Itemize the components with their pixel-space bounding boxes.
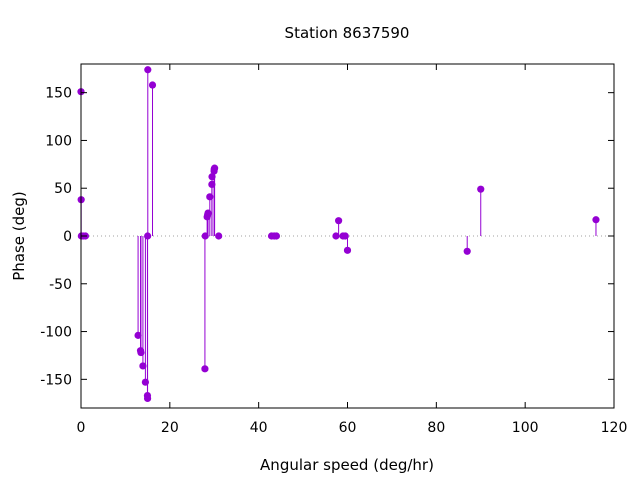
data-point — [208, 180, 216, 188]
data-point — [341, 232, 349, 240]
y-tick-label: 50 — [54, 181, 72, 197]
x-tick-label: 60 — [339, 420, 357, 436]
data-point — [208, 173, 216, 181]
data-point — [211, 164, 219, 172]
y-tick-label: 100 — [45, 133, 72, 149]
dots-group — [77, 66, 600, 403]
x-tick-label: 40 — [250, 420, 268, 436]
data-point — [477, 185, 485, 193]
x-axis-label: Angular speed (deg/hr) — [260, 456, 434, 474]
data-point — [148, 81, 157, 89]
y-tick-label: -150 — [40, 372, 72, 388]
data-point — [134, 331, 142, 339]
data-point — [143, 394, 152, 403]
y-tick-label: 150 — [45, 86, 72, 102]
data-point — [201, 232, 209, 240]
data-point — [463, 247, 471, 255]
chart-title: Station 8637590 — [285, 24, 410, 42]
x-tick-label: 20 — [161, 420, 179, 436]
data-point — [201, 365, 209, 373]
data-point — [272, 232, 281, 240]
data-point — [592, 216, 600, 224]
x-tick-label: 80 — [427, 420, 445, 436]
data-point — [141, 378, 150, 386]
data-point — [335, 217, 343, 225]
x-axis-ticks: 0 20 40 60 80 100 120 — [77, 64, 628, 436]
data-point — [343, 246, 352, 254]
data-point — [215, 232, 223, 240]
data-point — [144, 66, 152, 74]
x-tick-label: 100 — [512, 420, 539, 436]
data-point — [206, 193, 214, 201]
y-tick-label: -100 — [40, 325, 72, 341]
y-axis-ticks: -150 -100 -50 0 50 100 150 — [40, 86, 614, 388]
x-tick-label: 0 — [77, 420, 86, 436]
y-tick-label: 0 — [63, 229, 72, 245]
data-point — [139, 362, 147, 370]
data-point — [144, 232, 152, 240]
data-point — [332, 232, 340, 240]
y-axis-label: Phase (deg) — [10, 191, 28, 281]
x-tick-label: 120 — [601, 420, 628, 436]
data-point — [137, 348, 145, 357]
y-tick-label: -50 — [49, 277, 72, 293]
data-point — [204, 209, 212, 217]
